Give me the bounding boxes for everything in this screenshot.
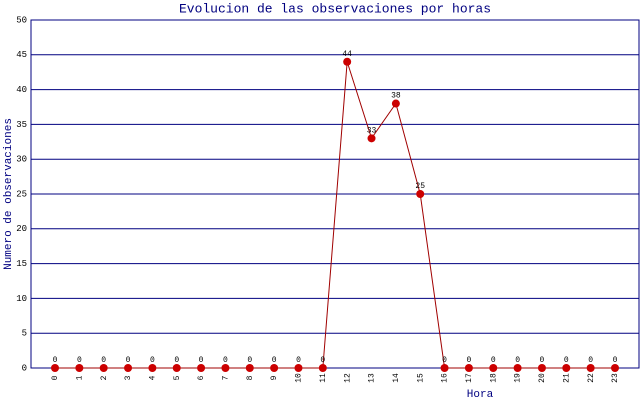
y-tick-label: 10: [16, 294, 27, 304]
y-tick-label: 20: [16, 224, 27, 234]
x-tick-label: 4: [149, 375, 158, 380]
data-point: [51, 364, 59, 372]
x-tick-label: 23: [611, 373, 620, 383]
data-point: [537, 364, 546, 372]
data-line: [55, 61, 615, 369]
data-point: [391, 99, 400, 108]
data-point: [148, 364, 157, 372]
x-tick-label: 5: [173, 375, 182, 380]
data-label: 0: [613, 356, 618, 365]
data-point: [611, 364, 619, 372]
data-point: [197, 364, 206, 372]
y-tick-label: 5: [22, 329, 27, 339]
x-tick-label: 1: [75, 375, 84, 380]
data-label: 0: [53, 356, 58, 365]
data-label: 0: [199, 356, 204, 365]
data-label: 0: [174, 356, 179, 365]
data-label: 0: [247, 356, 252, 365]
data-point: [124, 364, 133, 372]
y-tick-label: 0: [22, 363, 27, 373]
x-tick-label: 22: [587, 373, 596, 383]
x-tick-label: 14: [392, 373, 401, 383]
data-label: 38: [391, 92, 401, 101]
y-tick-label: 25: [16, 189, 27, 199]
data-point: [464, 364, 473, 372]
data-point: [270, 364, 279, 372]
data-point: [416, 190, 425, 198]
data-label: 0: [442, 356, 447, 365]
x-axis-label: Hora: [467, 389, 494, 400]
x-tick-label: 12: [343, 373, 352, 383]
data-point: [75, 364, 84, 372]
y-tick-label: 40: [16, 85, 27, 95]
data-point: [221, 364, 230, 372]
data-point: [172, 364, 181, 372]
data-point: [367, 134, 376, 143]
y-tick-label: 50: [16, 15, 27, 25]
data-point: [294, 364, 303, 372]
x-tick-label: 19: [514, 373, 523, 383]
x-tick-label: 8: [246, 375, 255, 380]
y-tick-label: 35: [16, 120, 27, 130]
data-point: [489, 364, 498, 372]
data-point: [245, 364, 254, 372]
data-point: [586, 364, 595, 372]
data-label: 0: [515, 356, 520, 365]
x-tick-label: 9: [270, 375, 279, 380]
data-label: 0: [223, 356, 228, 365]
data-label: 44: [342, 50, 352, 59]
x-tick-label: 6: [197, 375, 206, 380]
data-label: 0: [150, 356, 155, 365]
data-label: 0: [564, 356, 569, 365]
x-tick-label: 16: [441, 373, 450, 383]
x-tick-label: 7: [222, 375, 231, 380]
data-point: [343, 57, 352, 66]
data-label: 0: [467, 356, 472, 365]
x-tick-label: 17: [465, 373, 474, 383]
data-point: [562, 364, 571, 372]
y-tick-label: 15: [16, 259, 27, 269]
x-tick-label: 21: [562, 373, 571, 383]
data-label: 0: [101, 356, 106, 365]
x-tick-label: 15: [416, 373, 425, 383]
x-tick-label: 18: [489, 373, 498, 383]
y-axis-label: Numero de observaciones: [3, 118, 15, 270]
x-tick-label: 3: [124, 375, 133, 380]
data-label: 25: [415, 182, 425, 191]
data-label: 0: [320, 356, 325, 365]
data-label: 0: [588, 356, 593, 365]
x-tick-label: 2: [100, 375, 109, 380]
chart-title: Evolucion de las observaciones por horas: [179, 1, 491, 16]
data-point: [99, 364, 108, 372]
x-tick-label: 13: [368, 373, 377, 383]
data-label: 0: [540, 356, 545, 365]
data-point: [440, 364, 449, 372]
data-point: [513, 364, 522, 372]
x-tick-label: 10: [295, 373, 304, 383]
data-label: 0: [77, 356, 82, 365]
data-label: 0: [126, 356, 131, 365]
y-tick-label: 30: [16, 155, 27, 165]
x-tick-label: 20: [538, 373, 547, 383]
data-label: 0: [296, 356, 301, 365]
data-label: 33: [367, 126, 377, 135]
data-label: 0: [272, 356, 277, 365]
y-tick-label: 45: [16, 50, 27, 60]
data-label: 0: [491, 356, 496, 365]
data-point: [318, 364, 327, 372]
x-tick-label: 0: [51, 375, 60, 380]
x-tick-label: 11: [319, 373, 328, 383]
